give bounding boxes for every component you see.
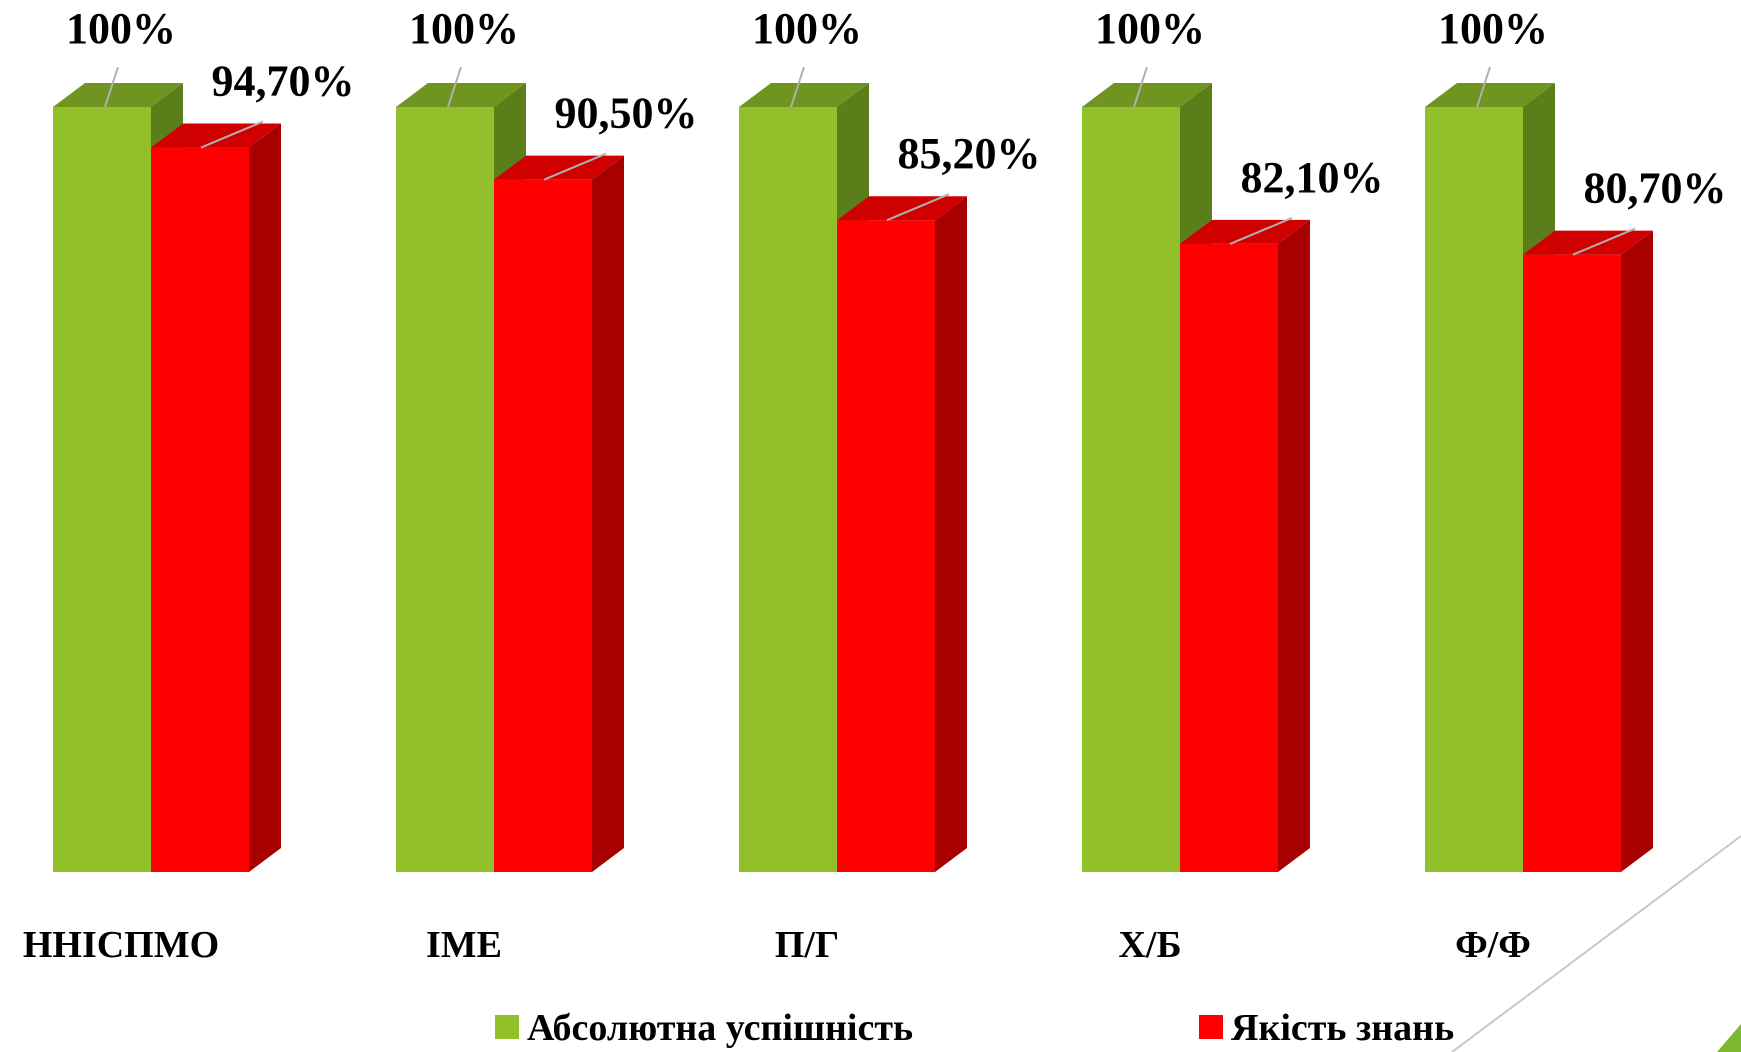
bar-side-quality-4 [1621,230,1653,872]
bar-absolute-4 [1425,107,1523,872]
legend-swatch-absolute [495,1015,519,1039]
bar-top-absolute-1 [396,83,526,107]
leader-line-absolute-3 [1133,66,1148,108]
data-label-quality-4: 80,70% [1584,164,1727,213]
data-label-absolute-0: 100% [66,4,176,53]
category-label-0: ННІСПМО [23,924,219,966]
data-label-absolute-3: 100% [1095,4,1205,53]
bar-side-quality-0 [249,123,281,873]
bar-top-quality-0 [151,123,281,148]
leader-line-quality-4 [1572,227,1636,256]
data-labels-group: 100% 94,70% 100% 90,50% 100% 85,20% 100% 82,10%… [66,4,1727,213]
bar-side-quality-3 [1278,219,1310,872]
leader-line-absolute-1 [447,66,462,108]
data-label-quality-3: 82,10% [1241,153,1384,202]
data-label-quality-1: 90,50% [555,89,698,138]
bar-top-absolute-0 [53,83,183,107]
data-label-absolute-4: 100% [1438,4,1548,53]
bar-quality-2 [837,220,935,873]
legend: Абсолютна успішність Якість знань [495,1007,1454,1049]
legend-label-absolute: Абсолютна успішність [527,1007,913,1049]
bar-top-absolute-4 [1425,83,1555,107]
bar-top-quality-3 [1180,219,1310,244]
category-label-3: Х/Б [1118,924,1181,966]
leader-line-quality-1 [543,152,607,181]
category-label-1: ІМЕ [426,924,502,966]
leader-line-quality-2 [886,193,950,222]
bar-top-quality-4 [1523,230,1653,255]
leader-line-absolute-4 [1476,66,1491,108]
leader-line-absolute-2 [790,66,805,108]
bar-quality-3 [1180,243,1278,872]
legend-swatch-quality [1199,1015,1223,1039]
bar-top-absolute-2 [739,83,869,107]
bar-top-quality-2 [837,196,967,221]
bar-absolute-2 [739,107,837,872]
bar-side-quality-1 [592,155,624,873]
leader-line-quality-0 [200,120,264,149]
bar-quality-1 [494,179,592,873]
data-label-absolute-1: 100% [409,4,519,53]
leader-lines-group [104,66,1636,256]
bars-group [53,83,1653,873]
bar-absolute-0 [53,107,151,872]
category-label-2: П/Г [775,924,839,966]
bar-quality-4 [1523,254,1621,872]
bar-top-absolute-3 [1082,83,1212,107]
category-label-4: Ф/Ф [1455,924,1531,966]
data-label-quality-0: 94,70% [212,57,355,106]
legend-label-quality: Якість знань [1231,1007,1454,1049]
decorative-accent-triangle [1717,1024,1741,1052]
bar-quality-0 [151,147,249,873]
bar-side-quality-2 [935,196,967,873]
leader-line-quality-3 [1229,217,1293,245]
category-labels-group: ННІСПМО ІМЕ П/Г Х/Б Ф/Ф [23,924,1531,966]
bar-absolute-1 [396,107,494,872]
bar-top-quality-1 [494,155,624,180]
data-label-absolute-2: 100% [752,4,862,53]
decorative-accent-line [1451,835,1741,1052]
bar-absolute-3 [1082,107,1180,872]
leader-line-absolute-0 [104,66,119,108]
data-label-quality-2: 85,20% [898,129,1041,178]
